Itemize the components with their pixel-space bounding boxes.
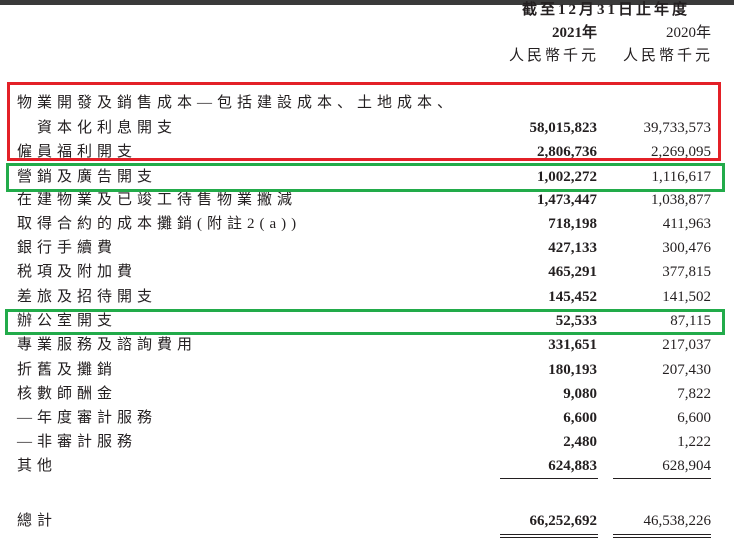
row-label: 專業服務及諮詢費用	[17, 337, 198, 353]
row-value-prior: 7,822	[677, 386, 711, 402]
row-value-prior: 628,904	[662, 458, 711, 474]
row-value-current: 427,133	[548, 240, 597, 256]
row-value-current: 1,473,447	[537, 192, 597, 208]
row-value-prior: 87,115	[670, 313, 711, 329]
total-double-underline-prior-2	[613, 537, 711, 538]
row-value-prior: 1,222	[677, 434, 711, 450]
row-label: 銀行手續費	[17, 240, 118, 256]
row-label: 取得合約的成本攤銷(附註2(a))	[17, 216, 302, 232]
row-value-prior: 377,815	[662, 264, 711, 280]
row-value-current: 2,806,736	[537, 144, 597, 160]
subtotal-underline-current	[500, 478, 598, 479]
period-header: 截至12月31日止年度	[521, 2, 690, 18]
row-value-current: 180,193	[548, 362, 597, 378]
row-value-current: 1,002,272	[537, 169, 597, 185]
green-highlight-box-office	[5, 309, 725, 335]
green-highlight-box-marketing	[6, 163, 725, 192]
row-label: 核數師酬金	[17, 386, 118, 402]
row-label: 税項及附加費	[17, 264, 138, 280]
row-value-prior: 300,476	[662, 240, 711, 256]
row-value-prior: 6,600	[677, 410, 711, 426]
window-top-bar	[0, 0, 734, 5]
row-label: —年度審計服務	[17, 410, 158, 426]
row-value-current: 465,291	[548, 264, 597, 280]
row-label: —非審計服務	[17, 434, 138, 450]
row-value-current: 624,883	[548, 458, 597, 474]
unit-current-header: 人民幣千元	[508, 48, 599, 64]
row-value-current: 2,480	[563, 434, 597, 450]
row-value-prior: 1,116,617	[651, 169, 711, 185]
row-label: 辦公室開支	[17, 313, 118, 329]
row-value-prior: 207,430	[662, 362, 711, 378]
unit-prior-header: 人民幣千元	[622, 48, 713, 64]
row-label: 差旅及招待開支	[17, 289, 158, 305]
row-value-prior: 141,502	[662, 289, 711, 305]
row-value-current: 6,600	[563, 410, 597, 426]
row-label: 物業開發及銷售成本—包括建設成本、土地成本、	[17, 95, 458, 111]
row-label: 僱員福利開支	[17, 144, 138, 160]
subtotal-underline-prior	[613, 478, 711, 479]
total-double-underline-prior-1	[613, 534, 711, 535]
year-prior-header: 2020年	[665, 25, 711, 41]
total-label: 總計	[17, 513, 58, 529]
row-label: 其他	[17, 458, 58, 474]
red-highlight-box	[7, 82, 721, 161]
row-value-prior: 1,038,877	[651, 192, 711, 208]
row-value-current: 145,452	[548, 289, 597, 305]
year-current-header: 2021年	[551, 25, 597, 41]
row-value-current: 58,015,823	[529, 120, 598, 136]
row-label: 在建物業及已竣工待售物業撇減	[17, 192, 298, 208]
row-value-prior: 217,037	[662, 337, 711, 353]
row-value-prior: 2,269,095	[651, 144, 711, 160]
row-value-current: 9,080	[563, 386, 597, 402]
row-label: 資本化利息開支	[37, 120, 178, 136]
row-label: 折舊及攤銷	[17, 362, 118, 378]
total-current: 66,252,692	[529, 513, 598, 529]
total-double-underline-current-1	[500, 534, 598, 535]
row-value-current: 331,651	[548, 337, 597, 353]
row-value-current: 52,533	[555, 313, 597, 329]
total-double-underline-current-2	[500, 537, 598, 538]
total-prior: 46,538,226	[643, 513, 712, 529]
row-value-current: 718,198	[548, 216, 597, 232]
row-label: 營銷及廣告開支	[17, 169, 158, 185]
row-value-prior: 39,733,573	[643, 120, 712, 136]
row-value-prior: 411,963	[662, 216, 711, 232]
